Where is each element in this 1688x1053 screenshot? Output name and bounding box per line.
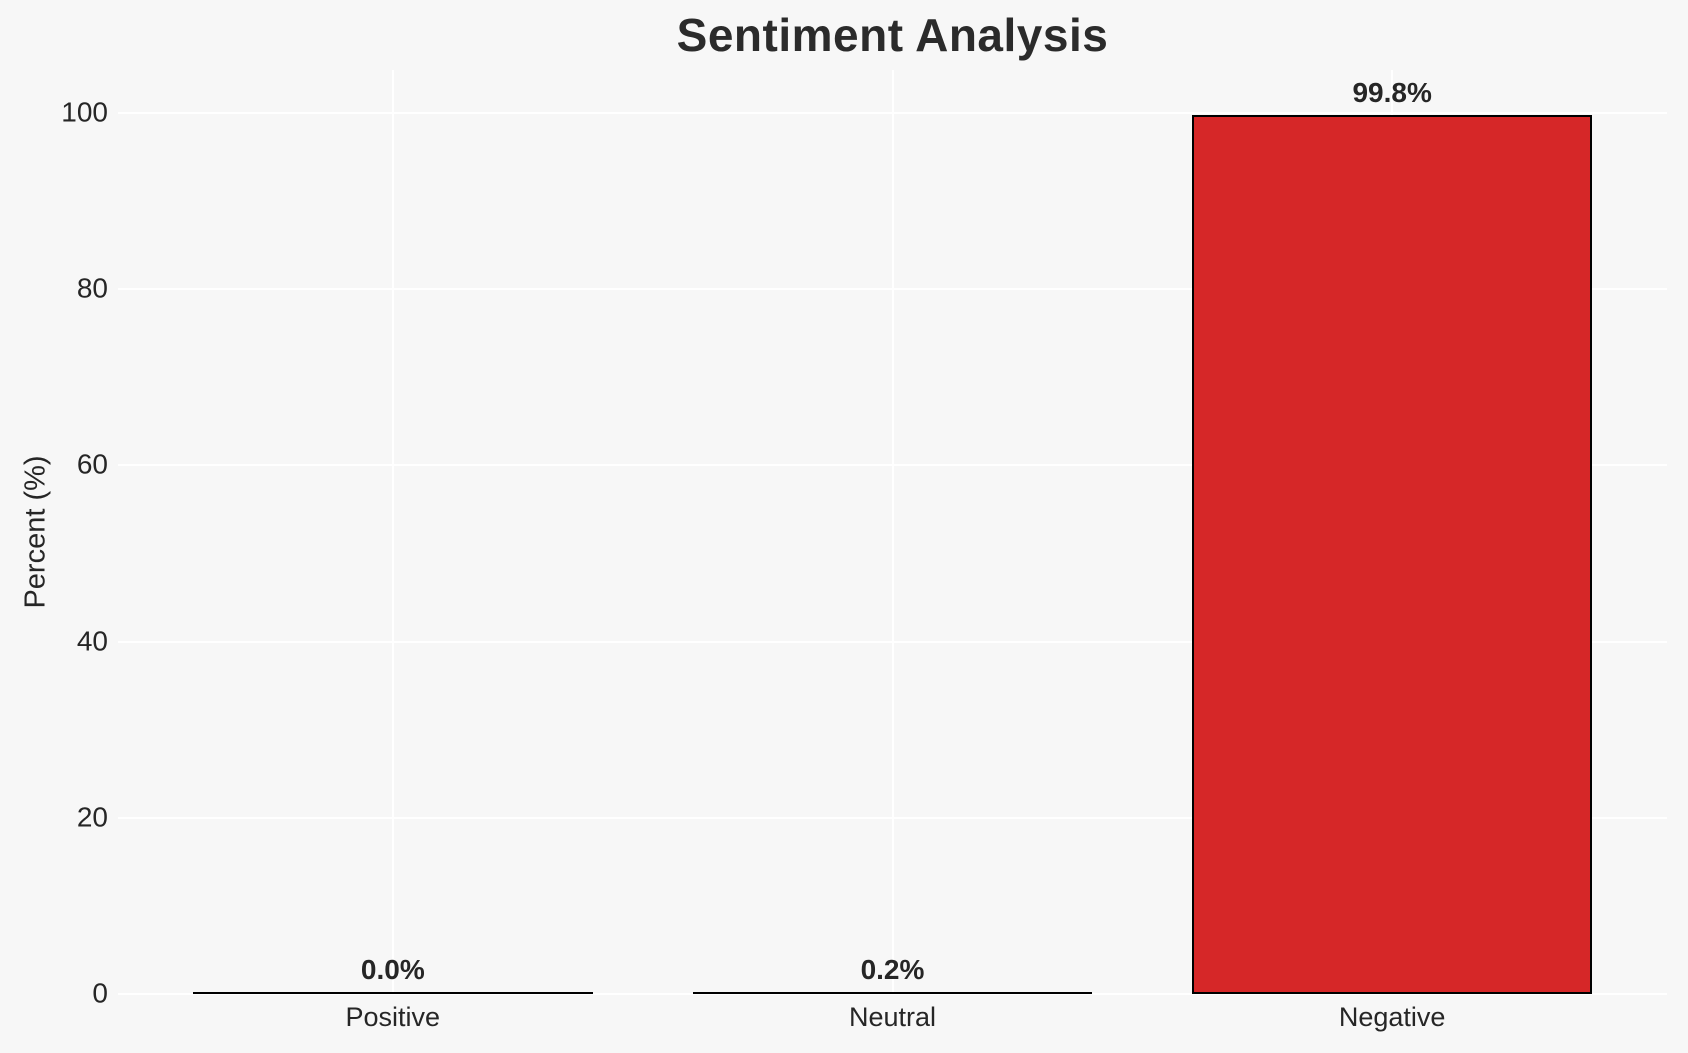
- bar-positive: [192, 991, 593, 994]
- plot-area: [118, 70, 1667, 995]
- chart-title: Sentiment Analysis: [676, 9, 1109, 61]
- x-tick-positive: Positive: [345, 1002, 441, 1032]
- gridline-x-neutral: [891, 70, 894, 994]
- gridline-x-positive: [391, 70, 394, 994]
- x-tick-neutral: Neutral: [848, 1002, 937, 1032]
- y-tick-40: 40: [76, 624, 108, 656]
- y-tick-60: 60: [76, 448, 108, 480]
- value-label-positive: 0.0%: [360, 953, 425, 985]
- bar-negative: [1192, 114, 1593, 994]
- y-tick-20: 20: [76, 801, 108, 833]
- value-label-neutral: 0.2%: [860, 953, 925, 985]
- y-axis-label: Percent (%): [19, 455, 52, 609]
- value-label-negative: 99.8%: [1352, 76, 1432, 108]
- gridline-y-0: [118, 993, 1667, 995]
- y-tick-80: 80: [76, 272, 108, 304]
- bar-neutral: [692, 991, 1093, 994]
- y-tick-100: 100: [61, 96, 108, 128]
- y-tick-0: 0: [92, 977, 108, 1009]
- x-tick-negative: Negative: [1338, 1002, 1446, 1032]
